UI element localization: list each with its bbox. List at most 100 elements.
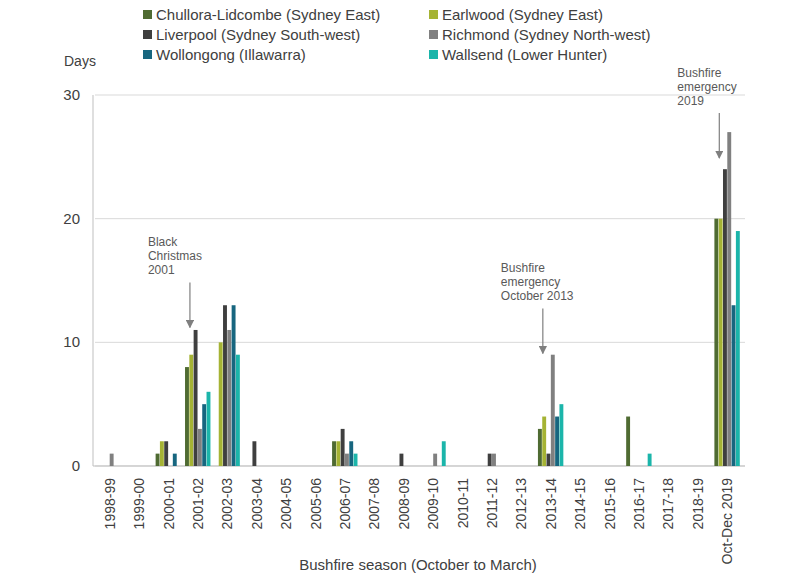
legend-swatch bbox=[143, 10, 152, 19]
bar bbox=[630, 466, 634, 467]
bar bbox=[496, 466, 500, 467]
legend-label: Wollongong (Illawarra) bbox=[156, 46, 306, 63]
bar bbox=[648, 454, 652, 466]
x-tick-label: 1999-00 bbox=[131, 478, 147, 530]
bar bbox=[135, 466, 139, 467]
bar bbox=[479, 466, 483, 467]
bar bbox=[555, 417, 559, 466]
bar bbox=[471, 466, 475, 467]
bar bbox=[551, 355, 555, 466]
bar bbox=[214, 466, 218, 467]
bar bbox=[336, 441, 340, 466]
bar bbox=[97, 466, 101, 467]
y-tick-label: 20 bbox=[63, 210, 80, 227]
annotation-text: Bushfire bbox=[501, 261, 545, 275]
bar bbox=[110, 454, 114, 466]
bar bbox=[517, 466, 521, 467]
bar bbox=[668, 466, 672, 467]
bar bbox=[442, 441, 446, 466]
bar bbox=[273, 466, 277, 467]
x-tick-label: 2006-07 bbox=[337, 478, 353, 530]
bar bbox=[139, 466, 143, 467]
bar bbox=[118, 466, 122, 467]
bar bbox=[702, 466, 706, 467]
bars bbox=[110, 132, 740, 466]
bar bbox=[732, 305, 736, 466]
bar bbox=[639, 466, 643, 467]
bar bbox=[244, 466, 248, 467]
x-tick-label: 2016-17 bbox=[631, 478, 647, 530]
bar bbox=[156, 454, 160, 466]
legend-label: Liverpool (Sydney South-west) bbox=[156, 26, 360, 43]
annotation-arrow bbox=[189, 282, 190, 327]
y-axis bbox=[93, 95, 94, 466]
bar bbox=[408, 466, 412, 467]
x-tick-label: 2009-10 bbox=[425, 478, 441, 530]
bar bbox=[412, 466, 416, 467]
bar bbox=[488, 454, 492, 466]
background bbox=[0, 0, 810, 585]
x-tick-label: 2014-15 bbox=[572, 478, 588, 530]
bar bbox=[232, 305, 236, 466]
x-tick-label: 2000-01 bbox=[161, 478, 177, 530]
bar bbox=[236, 355, 240, 466]
bar bbox=[425, 466, 429, 467]
bar bbox=[194, 330, 198, 466]
bar bbox=[467, 466, 471, 467]
bar bbox=[458, 466, 462, 467]
bar bbox=[307, 466, 311, 467]
x-tick-label: 2001-02 bbox=[190, 478, 206, 530]
bar bbox=[349, 441, 353, 466]
bar bbox=[454, 466, 458, 467]
bar bbox=[597, 466, 601, 467]
bar bbox=[295, 466, 299, 467]
bar bbox=[189, 355, 193, 466]
bar bbox=[227, 330, 231, 466]
y-tick-label: 10 bbox=[63, 333, 80, 350]
bar bbox=[685, 466, 689, 467]
bar bbox=[719, 219, 723, 466]
bar bbox=[265, 466, 269, 467]
legend-swatch bbox=[143, 50, 152, 59]
bar bbox=[374, 466, 378, 467]
bar bbox=[391, 466, 395, 467]
x-tick-label: 2008-09 bbox=[396, 478, 412, 530]
x-tick-label: 2005-06 bbox=[308, 478, 324, 530]
bar bbox=[202, 404, 206, 466]
legend-label: Earlwood (Sydney East) bbox=[442, 6, 603, 23]
x-tick-label: 2012-13 bbox=[513, 478, 529, 530]
bar bbox=[290, 466, 294, 467]
bar bbox=[366, 466, 370, 467]
y-tick-label: 30 bbox=[63, 86, 80, 103]
legend-swatch bbox=[429, 50, 438, 59]
bar bbox=[714, 219, 718, 466]
bar bbox=[706, 466, 710, 467]
bar bbox=[324, 466, 328, 467]
bar bbox=[567, 466, 571, 467]
x-tick-label: 2003-04 bbox=[249, 478, 265, 530]
x-tick-label: 1998-99 bbox=[102, 478, 118, 530]
bar bbox=[677, 466, 681, 467]
bar bbox=[252, 441, 256, 466]
x-tick-label: 2011-12 bbox=[484, 478, 500, 529]
bar bbox=[727, 132, 731, 466]
bar bbox=[126, 466, 130, 467]
x-tick-label: 2002-03 bbox=[219, 478, 235, 530]
x-tick-label: 2015-16 bbox=[602, 478, 618, 530]
bar bbox=[404, 466, 408, 467]
bar bbox=[626, 417, 630, 466]
annotation-text: emergency bbox=[501, 275, 560, 289]
bar bbox=[278, 466, 282, 467]
bar bbox=[429, 466, 433, 467]
bar bbox=[501, 466, 505, 467]
bar bbox=[643, 466, 647, 467]
x-tick-label: 2007-08 bbox=[366, 478, 382, 530]
bar bbox=[576, 466, 580, 467]
bar bbox=[589, 466, 593, 467]
bar bbox=[223, 305, 227, 466]
bar bbox=[164, 441, 168, 466]
bar bbox=[736, 231, 740, 466]
bar bbox=[257, 466, 261, 467]
grid-line bbox=[95, 218, 745, 219]
legend-label: Wallsend (Lower Hunter) bbox=[442, 46, 607, 63]
